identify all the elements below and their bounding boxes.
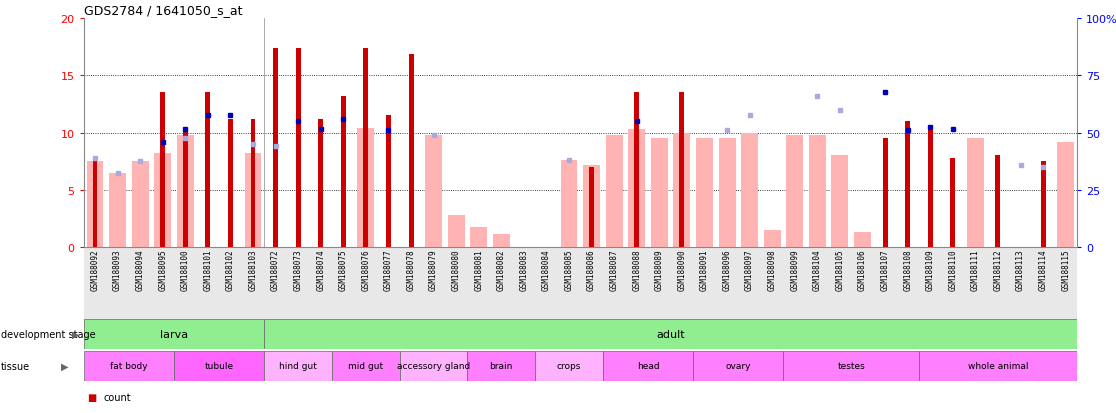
Text: fat body: fat body: [110, 361, 147, 370]
Bar: [448, 216, 464, 248]
Bar: [854, 233, 870, 248]
Bar: [606, 135, 623, 248]
Bar: [1057, 142, 1074, 248]
Bar: [264, 319, 1077, 349]
Bar: [809, 135, 826, 248]
Bar: [831, 156, 848, 248]
Text: adult: adult: [656, 329, 685, 339]
Bar: [109, 173, 126, 248]
Text: whole animal: whole animal: [968, 361, 1028, 370]
Bar: [603, 351, 693, 381]
Bar: [966, 139, 984, 248]
Bar: [364, 48, 368, 248]
Bar: [634, 93, 639, 248]
Bar: [174, 351, 264, 381]
Bar: [84, 351, 174, 381]
Bar: [927, 128, 933, 248]
Bar: [176, 135, 194, 248]
Bar: [651, 139, 667, 248]
Bar: [470, 227, 488, 248]
Text: tissue: tissue: [1, 361, 30, 371]
Text: ovary: ovary: [725, 361, 751, 370]
Bar: [183, 130, 187, 248]
Text: brain: brain: [490, 361, 513, 370]
Bar: [719, 139, 735, 248]
Bar: [951, 159, 955, 248]
Bar: [408, 55, 414, 248]
Bar: [87, 162, 104, 248]
Text: accessory gland: accessory gland: [397, 361, 470, 370]
Bar: [318, 119, 324, 248]
Bar: [228, 119, 233, 248]
Text: mid gut: mid gut: [348, 361, 384, 370]
Bar: [560, 161, 577, 248]
Bar: [680, 93, 684, 248]
Bar: [883, 139, 887, 248]
Bar: [161, 93, 165, 248]
Text: testes: testes: [837, 361, 865, 370]
Text: ▶: ▶: [73, 329, 79, 339]
Text: development stage: development stage: [1, 329, 96, 339]
Text: hind gut: hind gut: [279, 361, 317, 370]
Bar: [673, 133, 691, 248]
Text: count: count: [104, 392, 132, 402]
Bar: [386, 116, 391, 248]
Bar: [132, 162, 148, 248]
Bar: [244, 154, 261, 248]
Text: head: head: [637, 361, 660, 370]
Bar: [333, 351, 400, 381]
Bar: [250, 119, 256, 248]
Bar: [340, 97, 346, 248]
Bar: [783, 351, 918, 381]
Bar: [205, 93, 210, 248]
Text: larva: larva: [160, 329, 189, 339]
Bar: [741, 133, 758, 248]
Bar: [93, 162, 97, 248]
Bar: [787, 135, 804, 248]
Bar: [400, 351, 468, 381]
Bar: [425, 135, 442, 248]
Bar: [589, 168, 594, 248]
Bar: [154, 154, 171, 248]
Bar: [296, 48, 300, 248]
Bar: [696, 139, 713, 248]
Text: crops: crops: [557, 361, 581, 370]
Text: ■: ■: [87, 392, 96, 402]
Bar: [493, 234, 510, 248]
Bar: [628, 130, 645, 248]
Bar: [1040, 162, 1046, 248]
Text: tubule: tubule: [204, 361, 233, 370]
Text: GDS2784 / 1641050_s_at: GDS2784 / 1641050_s_at: [84, 5, 242, 17]
Bar: [84, 319, 264, 349]
Bar: [584, 165, 600, 248]
Bar: [536, 351, 603, 381]
Bar: [995, 156, 1000, 248]
Bar: [918, 351, 1077, 381]
Bar: [264, 351, 333, 381]
Bar: [273, 48, 278, 248]
Bar: [693, 351, 783, 381]
Bar: [357, 128, 374, 248]
Text: ▶: ▶: [61, 361, 68, 371]
Bar: [468, 351, 536, 381]
Bar: [763, 230, 781, 248]
Bar: [905, 122, 911, 248]
